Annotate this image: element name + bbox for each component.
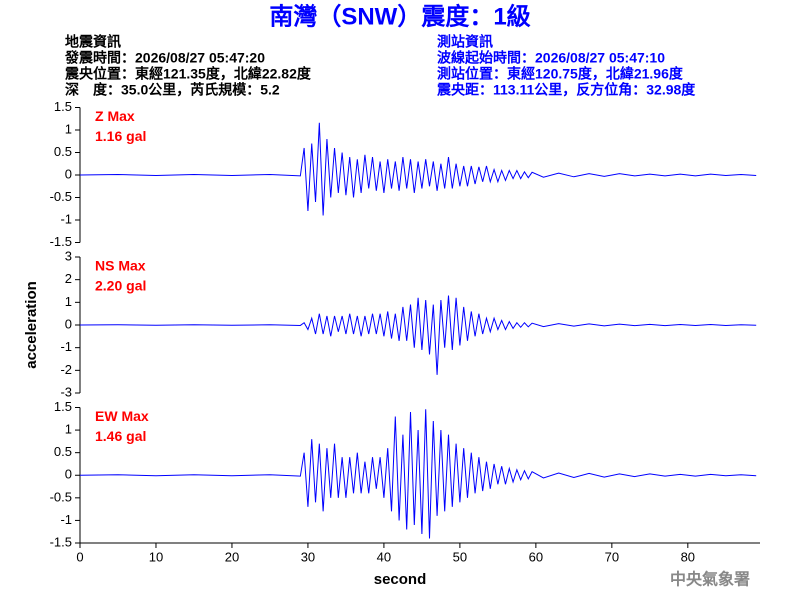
y-tick-label: -1.5 bbox=[50, 234, 72, 249]
y-tick-label: 1.5 bbox=[54, 99, 72, 114]
y-tick-label: 0.5 bbox=[54, 444, 72, 459]
y-tick-label: 1 bbox=[65, 422, 72, 437]
component-label: Z Max bbox=[95, 108, 135, 124]
component-label: EW Max bbox=[95, 408, 149, 424]
footer: 中央氣象署 bbox=[670, 570, 750, 589]
y-tick-label: -2 bbox=[60, 362, 72, 377]
y-tick-label: -3 bbox=[60, 384, 72, 399]
peak-label: 1.16 gal bbox=[95, 128, 146, 144]
x-tick-label: 10 bbox=[149, 549, 163, 564]
y-tick-label: 0 bbox=[65, 316, 72, 331]
component-label: NS Max bbox=[95, 258, 146, 274]
info-line: 地震資訊 bbox=[65, 34, 121, 50]
x-tick-label: 0 bbox=[76, 549, 83, 564]
peak-label: 2.20 gal bbox=[95, 278, 146, 294]
info-line: 震央距：113.11公里，反方位角：32.98度 bbox=[436, 82, 696, 98]
info-line: 波線起始時間：2026/08/27 05:47:10 bbox=[437, 50, 665, 66]
x-tick-label: 80 bbox=[681, 549, 695, 564]
peak-label: 1.46 gal bbox=[95, 428, 146, 444]
y-tick-label: -1 bbox=[60, 211, 72, 226]
x-axis-label: second bbox=[374, 571, 427, 588]
info-line: 震央位置：東經121.35度，北緯22.82度 bbox=[64, 66, 312, 82]
chart-title: 南灣（SNW）震度：1級 bbox=[269, 2, 530, 30]
y-tick-label: -1 bbox=[60, 512, 72, 527]
y-axis-label: acceleration bbox=[23, 281, 40, 369]
y-tick-label: 1.5 bbox=[54, 399, 72, 414]
y-tick-label: 3 bbox=[65, 248, 72, 263]
x-tick-label: 60 bbox=[529, 549, 543, 564]
x-tick-label: 70 bbox=[605, 549, 619, 564]
waveform bbox=[79, 295, 757, 375]
y-tick-label: 0.5 bbox=[54, 144, 72, 159]
y-tick-label: 0 bbox=[65, 166, 72, 181]
info-line: 深 度：35.0公里，芮氏規模：5.2 bbox=[65, 82, 280, 98]
info-line: 測站位置：東經120.75度，北緯21.96度 bbox=[437, 66, 684, 82]
x-tick-label: 20 bbox=[225, 549, 239, 564]
y-tick-label: -0.5 bbox=[50, 489, 72, 504]
info-line: 發震時間：2026/08/27 05:47:20 bbox=[64, 50, 265, 66]
x-tick-label: 30 bbox=[301, 549, 315, 564]
info-line: 測站資訊 bbox=[437, 34, 493, 50]
y-tick-label: 2 bbox=[65, 271, 72, 286]
y-tick-label: -0.5 bbox=[50, 189, 72, 204]
waveform bbox=[79, 409, 757, 539]
y-tick-label: -1 bbox=[60, 339, 72, 354]
waveform bbox=[79, 122, 757, 216]
y-tick-label: 1 bbox=[65, 294, 72, 309]
y-tick-label: 1 bbox=[65, 121, 72, 136]
y-tick-label: -1.5 bbox=[50, 534, 72, 549]
y-tick-label: 0 bbox=[65, 467, 72, 482]
x-tick-label: 50 bbox=[453, 549, 467, 564]
x-tick-label: 40 bbox=[377, 549, 391, 564]
